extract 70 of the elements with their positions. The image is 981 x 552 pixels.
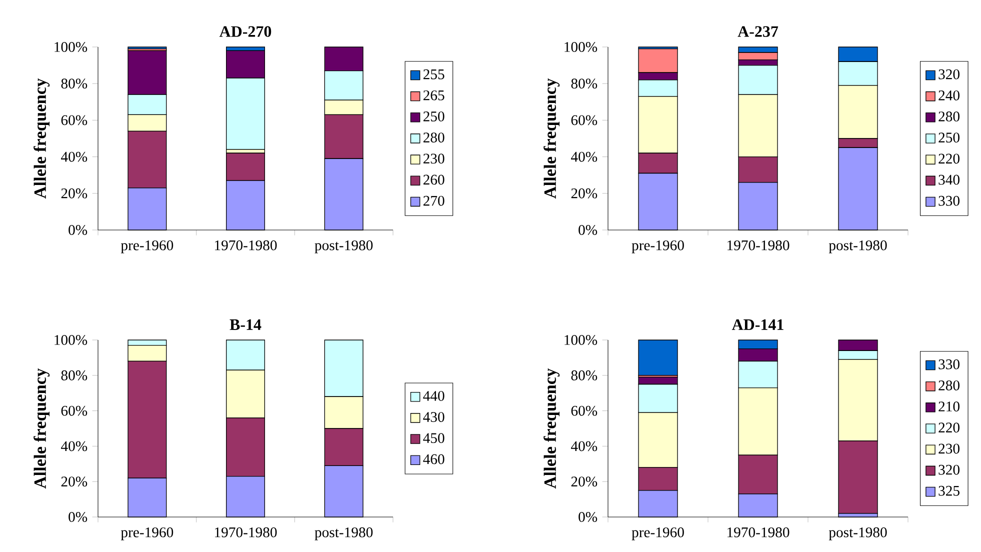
legend-label: 460 xyxy=(423,454,444,464)
legend-label: 220 xyxy=(938,422,960,433)
legend-label: 250 xyxy=(938,132,960,143)
x-tick-label: post-1980 xyxy=(314,527,373,540)
x-tick-label: 1970-1980 xyxy=(728,527,790,538)
legend-label: 320 xyxy=(938,464,960,475)
y-axis-title: Allele frequency xyxy=(34,368,50,489)
legend-label: 230 xyxy=(938,444,960,454)
legend-label: 280 xyxy=(938,380,960,390)
legend-label: 325 xyxy=(938,486,960,496)
y-tick-label: 60% xyxy=(571,406,598,416)
legend-label: 430 xyxy=(423,412,444,422)
chart-title: AD-270 xyxy=(219,26,272,37)
y-tick-label: 80% xyxy=(571,370,598,380)
x-tick-label: pre-1960 xyxy=(632,240,684,254)
y-tick-label: 40% xyxy=(61,152,88,162)
legend-label: 320 xyxy=(938,69,960,80)
legend-label: 220 xyxy=(938,154,960,164)
y-tick-label: 20% xyxy=(61,476,88,487)
legend-label: 265 xyxy=(423,90,444,100)
y-tick-label: 60% xyxy=(571,115,598,126)
y-tick-label: 0% xyxy=(578,225,598,235)
legend-label: 270 xyxy=(423,196,444,206)
x-tick-label: post-1980 xyxy=(828,527,887,540)
legend-label: 230 xyxy=(423,154,444,164)
chart-title: A-237 xyxy=(738,26,778,37)
y-axis-title: Allele frequency xyxy=(544,368,560,489)
legend-label: 255 xyxy=(423,69,444,80)
y-tick-label: 40% xyxy=(571,441,598,452)
bar xyxy=(638,340,678,376)
y-tick-label: 80% xyxy=(61,78,88,89)
y-tick-label: 20% xyxy=(61,188,88,198)
x-tick-label: 1970-1980 xyxy=(728,240,790,250)
legend-label: 450 xyxy=(423,433,444,444)
y-axis-title: Allele frequency xyxy=(34,78,50,199)
legend-label: 260 xyxy=(423,174,444,185)
y-tick-label: 40% xyxy=(61,441,88,452)
y-tick-label: 100% xyxy=(564,42,598,52)
y-tick-label: 100% xyxy=(54,335,88,345)
legend-label: 330 xyxy=(938,196,960,206)
y-tick-label: 60% xyxy=(61,115,88,126)
x-tick-label: pre-1960 xyxy=(120,527,174,540)
x-tick-label: pre-1960 xyxy=(632,527,684,540)
legend-label: 210 xyxy=(938,402,960,412)
y-tick-label: 20% xyxy=(571,476,598,487)
legend-label: 240 xyxy=(938,90,960,100)
legend-label: 440 xyxy=(423,390,444,401)
y-axis-title: Allele frequency xyxy=(544,78,560,199)
x-tick-label: post-1980 xyxy=(828,240,887,254)
x-tick-label: 1970-1980 xyxy=(215,527,277,538)
y-tick-label: 0% xyxy=(578,512,598,522)
y-tick-label: 100% xyxy=(54,42,88,52)
y-tick-label: 0% xyxy=(68,512,88,522)
y-tick-label: 80% xyxy=(61,370,88,380)
y-tick-label: 100% xyxy=(564,335,598,345)
y-tick-label: 60% xyxy=(61,406,88,416)
y-tick-label: 80% xyxy=(571,78,598,89)
legend-label: 280 xyxy=(938,112,960,122)
legend-label: 340 xyxy=(938,174,960,185)
chart-title: B-14 xyxy=(230,319,262,330)
x-tick-label: pre-1960 xyxy=(120,240,174,254)
y-tick-label: 40% xyxy=(571,152,598,162)
x-tick-label: post-1980 xyxy=(314,240,373,254)
x-tick-label: 1970-1980 xyxy=(215,240,277,250)
legend-label: 330 xyxy=(938,359,960,370)
legend-label: 280 xyxy=(423,132,444,142)
y-tick-label: 20% xyxy=(571,188,598,198)
legend-label: 250 xyxy=(423,111,444,122)
chart-title: AD-141 xyxy=(732,319,784,330)
y-tick-label: 0% xyxy=(68,225,88,235)
